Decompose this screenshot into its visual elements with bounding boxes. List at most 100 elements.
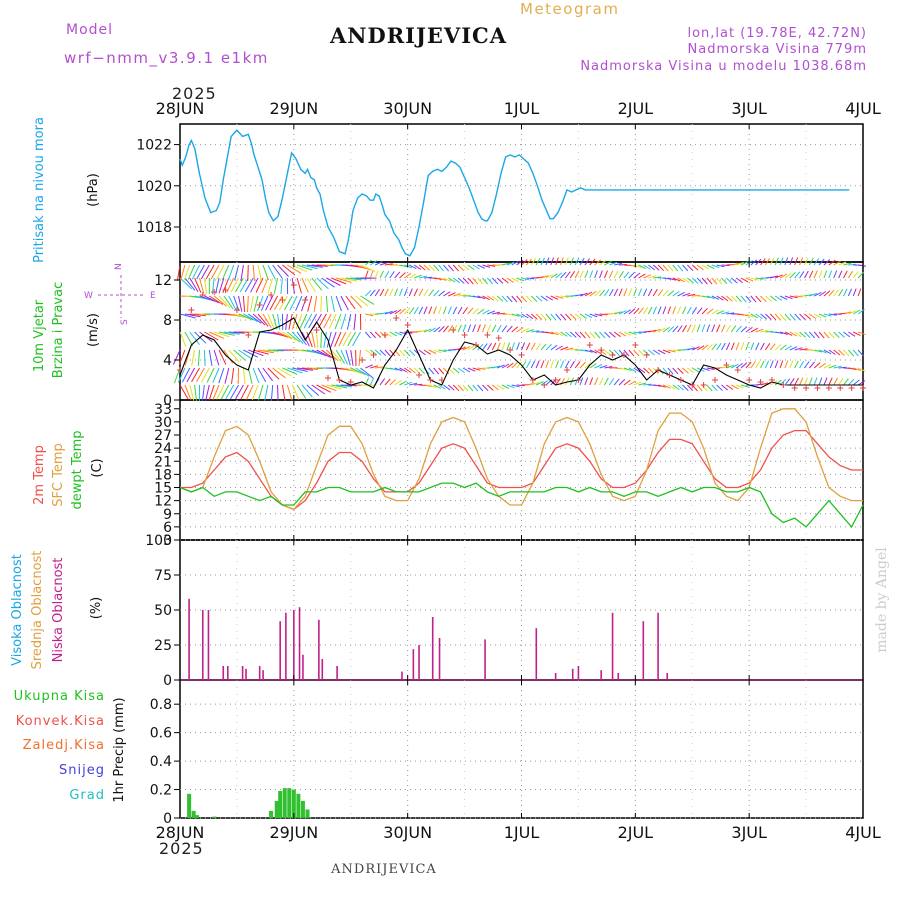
wind-arrow (589, 377, 594, 386)
compass-e: E (150, 291, 156, 301)
wind-arrow (299, 313, 308, 329)
cloud-bar (227, 666, 229, 680)
wind-arrow (379, 270, 384, 279)
wind-arrow (740, 362, 748, 369)
wind-arrow (278, 295, 288, 311)
wind-arrow (706, 367, 715, 370)
wind-arrow (838, 366, 847, 369)
gust-marker (837, 385, 844, 391)
wind-arrow (540, 257, 545, 266)
wind-arrow (682, 277, 690, 283)
wind-arrow (374, 261, 383, 266)
wind-arrow (286, 384, 293, 401)
wind-arrow (701, 264, 710, 270)
wind-label-1: 10m Vjetar (32, 299, 47, 372)
wind-arrow (721, 342, 726, 351)
wind-arrow (365, 259, 372, 266)
wind-arrow (657, 349, 666, 355)
wind-arrow (643, 367, 650, 374)
wind-arrow (691, 277, 699, 284)
wind-arrow (384, 310, 393, 315)
wind-arrow (272, 264, 283, 279)
wind-arrow (555, 272, 563, 279)
wind-arrow (433, 367, 440, 375)
wind-arrow (574, 257, 580, 266)
wind-arrow (643, 264, 651, 270)
wind-arrow (633, 349, 640, 357)
wind-arrow (291, 264, 308, 273)
wind-arrow (238, 349, 253, 360)
wind-arrow (623, 271, 630, 279)
wind-arrow (272, 313, 278, 330)
wind-arrow (379, 378, 386, 386)
wind-arrow (745, 342, 750, 351)
wind-arrow (721, 365, 730, 369)
wind-arrow (740, 313, 749, 317)
gust-marker (791, 385, 798, 391)
wind-arrow (657, 289, 664, 297)
wind-arrow (220, 384, 230, 400)
wind-arrow (340, 295, 349, 311)
wind-arrow (277, 367, 292, 377)
wind-arrow (277, 313, 281, 330)
wind-arrow (847, 270, 854, 279)
wind-arrow (750, 361, 756, 369)
wind-arrow (584, 258, 591, 266)
wind-arrow (284, 295, 293, 311)
wind-arrow (672, 325, 679, 333)
wind-arrow (662, 367, 669, 375)
wind-arrow (750, 295, 757, 303)
wind-arrow (569, 313, 577, 320)
wind-arrow (823, 313, 832, 317)
wind-arrow (579, 331, 586, 339)
wind-arrow (706, 308, 714, 315)
wind-arrow (633, 307, 640, 315)
wind-arrow (183, 264, 191, 281)
wind-arrow (189, 384, 195, 401)
wind-arrow (477, 324, 481, 333)
wind-arrow (423, 276, 432, 279)
wind-arrow (303, 313, 313, 329)
ytick-label: 100 (145, 533, 172, 549)
wind-arrow (448, 277, 456, 283)
wind-arrow (438, 326, 445, 333)
gust-marker (177, 367, 183, 373)
wind-arrow (672, 264, 679, 272)
wind-arrow (808, 361, 815, 369)
wind-arrow (789, 360, 794, 369)
cloud-bar (657, 612, 659, 680)
wind-arrow (218, 331, 235, 336)
ytick-label: 0.6 (150, 726, 172, 742)
wind-arrow (677, 264, 684, 272)
date-label-top: 2JUL (618, 99, 654, 118)
wind-arrow (389, 288, 394, 297)
wind-arrow (687, 277, 694, 284)
wind-arrow (438, 367, 445, 375)
wind-arrow (731, 363, 739, 369)
ytick-label: 21 (154, 454, 172, 470)
wind-arrow (565, 271, 571, 279)
wind-arrow (789, 346, 798, 351)
wind-arrow (726, 277, 733, 284)
wind-arrow (857, 288, 862, 297)
gust-marker (677, 377, 684, 383)
gust-marker (586, 342, 593, 348)
wind-arrow (618, 367, 628, 371)
wind-arrow (794, 331, 802, 338)
cloud-low-label: Niska Oblacnost (51, 558, 66, 663)
wind-arrow (323, 313, 332, 329)
wind-arrow (808, 257, 814, 266)
wind-arrow (487, 310, 495, 315)
wind-arrow (843, 378, 849, 386)
wind-arrow (618, 271, 624, 279)
wind-arrow (346, 313, 352, 330)
wind-arrow (364, 270, 369, 279)
wind-arrow (813, 362, 821, 369)
wind-arrow (745, 361, 752, 369)
cloud-bar (207, 610, 210, 680)
wind-arrow (853, 331, 861, 337)
wind-arrow (318, 313, 327, 329)
wind-arrow (843, 331, 851, 338)
wind-arrow (647, 306, 653, 315)
wind-arrow (682, 367, 689, 374)
